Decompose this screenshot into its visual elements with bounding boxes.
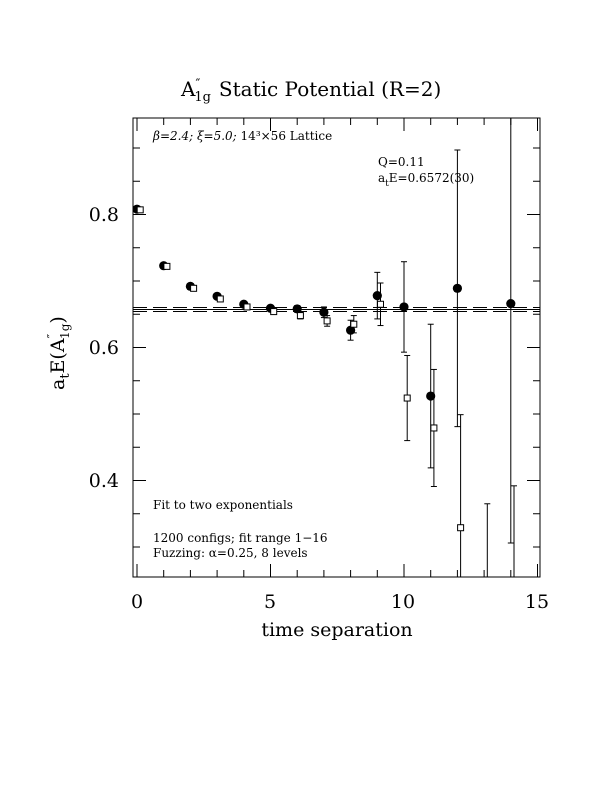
y-tick-label-0.4: 0.4 (89, 470, 119, 492)
q-value-annotation: Q=0.11 (378, 155, 425, 169)
data-point-square (511, 611, 517, 617)
data-point-circle (426, 391, 436, 401)
data-point-circle (452, 283, 462, 293)
data-point-square (216, 295, 224, 303)
data-point-square (377, 300, 385, 308)
x-tick-label-5: 5 (264, 591, 276, 613)
fuzzing-annotation: Fuzzing: α=0.25, 8 levels (153, 546, 308, 560)
fit-type-annotation: Fit to two exponentials (153, 498, 293, 512)
data-point-square (136, 206, 144, 214)
data-series (133, 118, 540, 617)
data-point-square (350, 320, 358, 328)
data-point-square (243, 303, 251, 311)
data-point-circle (506, 299, 516, 309)
data-point-circle (319, 307, 329, 317)
data-point-square (484, 611, 490, 617)
data-point-square (430, 424, 438, 432)
fit-band (133, 306, 540, 312)
data-point-square (403, 394, 411, 402)
configs-annotation: 1200 configs; fit range 1−16 (153, 531, 328, 545)
data-point-circle (292, 304, 302, 314)
x-tick-label-10: 10 (391, 591, 415, 613)
lattice-annotation: β=2.4; ξ=5.0; 14³×56 Lattice (152, 129, 332, 143)
data-point-square (323, 317, 331, 325)
axis-ticks (133, 118, 540, 577)
x-axis-label: time separation (261, 619, 412, 641)
x-tick-label-0: 0 (131, 591, 143, 613)
chart-title: A″ 1g Static Potential (R=2) (180, 77, 441, 105)
y-tick-label-0.6: 0.6 (89, 337, 119, 359)
data-point-square (190, 284, 198, 292)
data-point-square (457, 524, 465, 532)
data-point-square (296, 312, 304, 320)
data-point-square (163, 262, 171, 270)
y-tick-label-0.8: 0.8 (89, 204, 119, 226)
x-tick-label-15: 15 (525, 591, 549, 613)
energy-annotation: atE=0.6572(30) (378, 171, 474, 189)
data-point-circle (372, 291, 382, 301)
data-point-square (270, 308, 278, 316)
y-axis-label: atE(A″1g) (45, 316, 73, 390)
data-point-circle (399, 302, 409, 312)
